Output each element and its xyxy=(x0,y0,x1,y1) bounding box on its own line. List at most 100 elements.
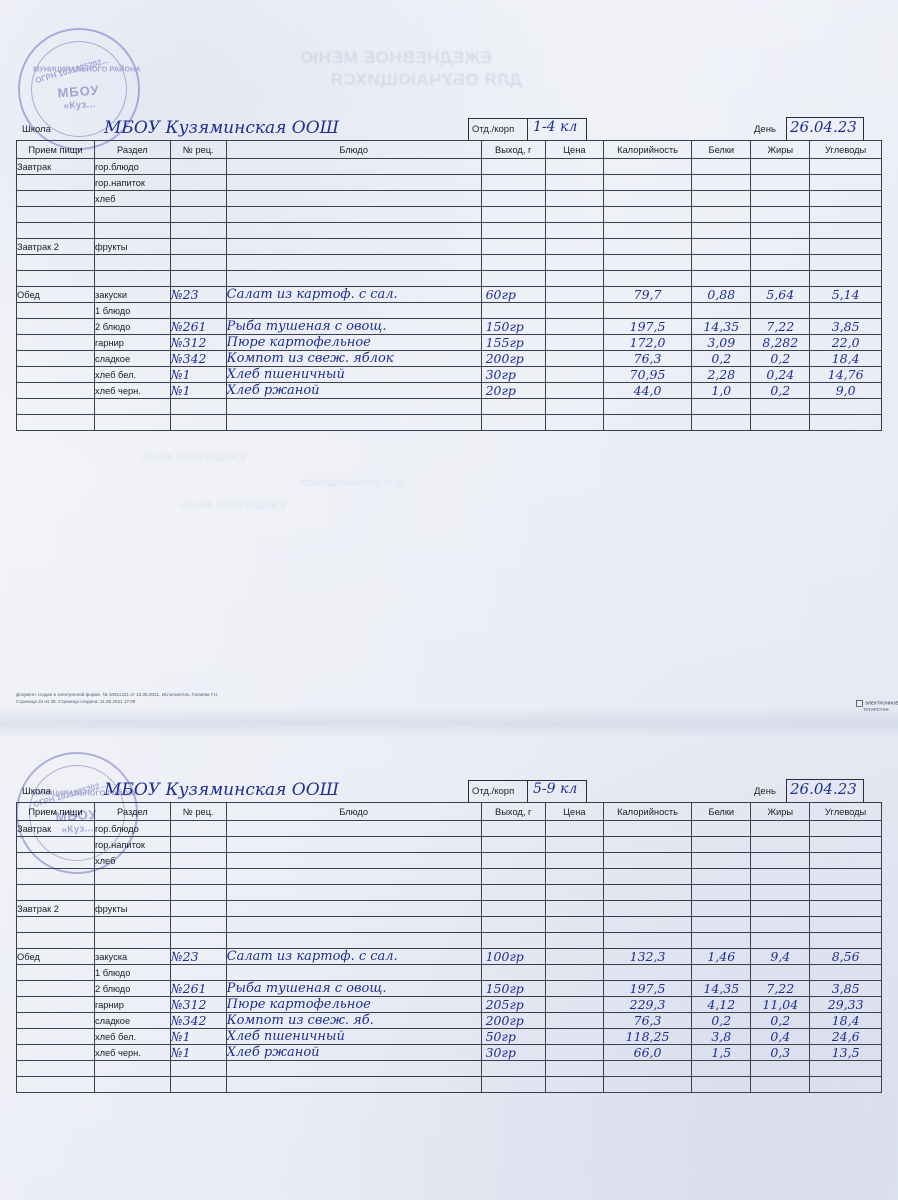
cell-meal[interactable] xyxy=(16,868,95,885)
cell-fat[interactable] xyxy=(750,238,811,255)
cell-meal[interactable] xyxy=(16,1012,95,1029)
cell-protein[interactable] xyxy=(691,964,752,981)
cell-meal[interactable] xyxy=(16,222,95,239)
cell-meal[interactable] xyxy=(16,366,95,383)
cell-dish[interactable] xyxy=(225,414,482,431)
table-row[interactable] xyxy=(16,1060,882,1077)
cell-fat[interactable]: 7,22 xyxy=(750,980,811,997)
cell-price[interactable] xyxy=(544,884,604,901)
cell-price[interactable] xyxy=(544,852,604,869)
table-row[interactable] xyxy=(16,270,882,287)
cell-calories[interactable] xyxy=(602,884,693,901)
cell-dish[interactable]: Пюре картофельное xyxy=(225,996,482,1013)
cell-output[interactable]: 60гр xyxy=(480,286,546,303)
cell-price[interactable] xyxy=(544,270,604,287)
cell-protein[interactable] xyxy=(691,852,752,869)
cell-fat[interactable]: 9,4 xyxy=(750,948,811,965)
cell-dish[interactable] xyxy=(225,158,482,175)
cell-fat[interactable]: 0,24 xyxy=(750,366,811,383)
cell-output[interactable] xyxy=(480,836,546,853)
cell-dish[interactable] xyxy=(225,1076,482,1093)
cell-carbs[interactable]: 13,5 xyxy=(809,1044,882,1061)
cell-calories[interactable]: 132,3 xyxy=(602,948,693,965)
cell-dish[interactable]: Хлеб ржаной xyxy=(225,382,482,399)
cell-price[interactable] xyxy=(544,158,604,175)
cell-fat[interactable]: 0,3 xyxy=(750,1044,811,1061)
table-row[interactable]: Обед закуска №23 Салат из картоф. с сал. 100… xyxy=(16,948,882,965)
cell-price[interactable] xyxy=(544,414,604,431)
cell-meal[interactable] xyxy=(16,916,95,933)
cell-recipe[interactable] xyxy=(169,964,227,981)
cell-dish[interactable] xyxy=(225,302,482,319)
cell-meal[interactable]: Завтрак 2 xyxy=(16,900,95,917)
table-row[interactable]: гор.напиток xyxy=(16,174,882,191)
cell-fat[interactable] xyxy=(750,222,811,239)
cell-protein[interactable] xyxy=(691,158,752,175)
table-row[interactable]: Завтрак 2 фрукты xyxy=(16,238,882,255)
cell-protein[interactable] xyxy=(691,1060,752,1077)
cell-price[interactable] xyxy=(544,964,604,981)
cell-section[interactable]: 1 блюдо xyxy=(93,302,171,319)
cell-protein[interactable] xyxy=(691,414,752,431)
table-row[interactable]: хлеб xyxy=(16,190,882,207)
cell-protein[interactable]: 2,28 xyxy=(691,366,752,383)
cell-price[interactable] xyxy=(544,836,604,853)
school-value-2[interactable]: МБОУ Кузяминская ООШ xyxy=(104,780,340,800)
table-row[interactable]: Завтрак 2 фрукты xyxy=(16,900,882,917)
cell-recipe[interactable] xyxy=(169,820,227,837)
cell-fat[interactable] xyxy=(750,932,811,949)
cell-meal[interactable] xyxy=(16,190,95,207)
department-value-2[interactable]: 5-9 кл xyxy=(533,781,578,797)
cell-protein[interactable] xyxy=(691,254,752,271)
cell-price[interactable] xyxy=(544,948,604,965)
cell-section[interactable] xyxy=(93,206,171,223)
cell-meal[interactable]: Завтрак 2 xyxy=(16,238,95,255)
cell-section[interactable] xyxy=(93,916,171,933)
cell-output[interactable] xyxy=(480,414,546,431)
cell-dish[interactable]: Компот из свеж. яб. xyxy=(225,1012,482,1029)
cell-calories[interactable] xyxy=(602,398,693,415)
cell-carbs[interactable] xyxy=(809,836,882,853)
cell-calories[interactable]: 118,25 xyxy=(602,1028,693,1045)
cell-fat[interactable] xyxy=(750,1060,811,1077)
cell-dish[interactable] xyxy=(225,964,482,981)
cell-meal[interactable] xyxy=(16,932,95,949)
cell-meal[interactable] xyxy=(16,382,95,399)
cell-meal[interactable] xyxy=(16,1044,95,1061)
cell-fat[interactable] xyxy=(750,884,811,901)
cell-fat[interactable] xyxy=(750,836,811,853)
cell-calories[interactable] xyxy=(602,836,693,853)
cell-recipe[interactable] xyxy=(169,884,227,901)
cell-section[interactable]: фрукты xyxy=(93,238,171,255)
cell-price[interactable] xyxy=(544,190,604,207)
cell-fat[interactable] xyxy=(750,1076,811,1093)
cell-output[interactable]: 30гр xyxy=(480,366,546,383)
cell-calories[interactable] xyxy=(602,852,693,869)
cell-calories[interactable]: 66,0 xyxy=(602,1044,693,1061)
cell-recipe[interactable]: №261 xyxy=(169,980,227,997)
cell-dish[interactable] xyxy=(225,852,482,869)
cell-carbs[interactable]: 22,0 xyxy=(809,334,882,351)
cell-section[interactable] xyxy=(93,222,171,239)
cell-output[interactable] xyxy=(480,254,546,271)
cell-recipe[interactable] xyxy=(169,1060,227,1077)
cell-calories[interactable] xyxy=(602,868,693,885)
cell-price[interactable] xyxy=(544,1012,604,1029)
cell-fat[interactable]: 0,2 xyxy=(750,350,811,367)
cell-price[interactable] xyxy=(544,1028,604,1045)
table-row[interactable]: сладкое №342 Компот из свеж. яб. 200гр 76,3 0… xyxy=(16,1012,882,1029)
cell-section[interactable]: 1 блюдо xyxy=(93,964,171,981)
cell-carbs[interactable]: 5,14 xyxy=(809,286,882,303)
cell-section[interactable]: сладкое xyxy=(93,350,171,367)
cell-carbs[interactable] xyxy=(809,884,882,901)
cell-calories[interactable]: 229,3 xyxy=(602,996,693,1013)
cell-calories[interactable]: 76,3 xyxy=(602,1012,693,1029)
cell-carbs[interactable] xyxy=(809,852,882,869)
cell-dish[interactable]: Хлеб пшеничный xyxy=(225,1028,482,1045)
cell-price[interactable] xyxy=(544,916,604,933)
table-row[interactable]: хлеб xyxy=(16,852,882,869)
cell-carbs[interactable] xyxy=(809,964,882,981)
cell-section[interactable] xyxy=(93,868,171,885)
cell-carbs[interactable] xyxy=(809,1076,882,1093)
cell-section[interactable]: фрукты xyxy=(93,900,171,917)
